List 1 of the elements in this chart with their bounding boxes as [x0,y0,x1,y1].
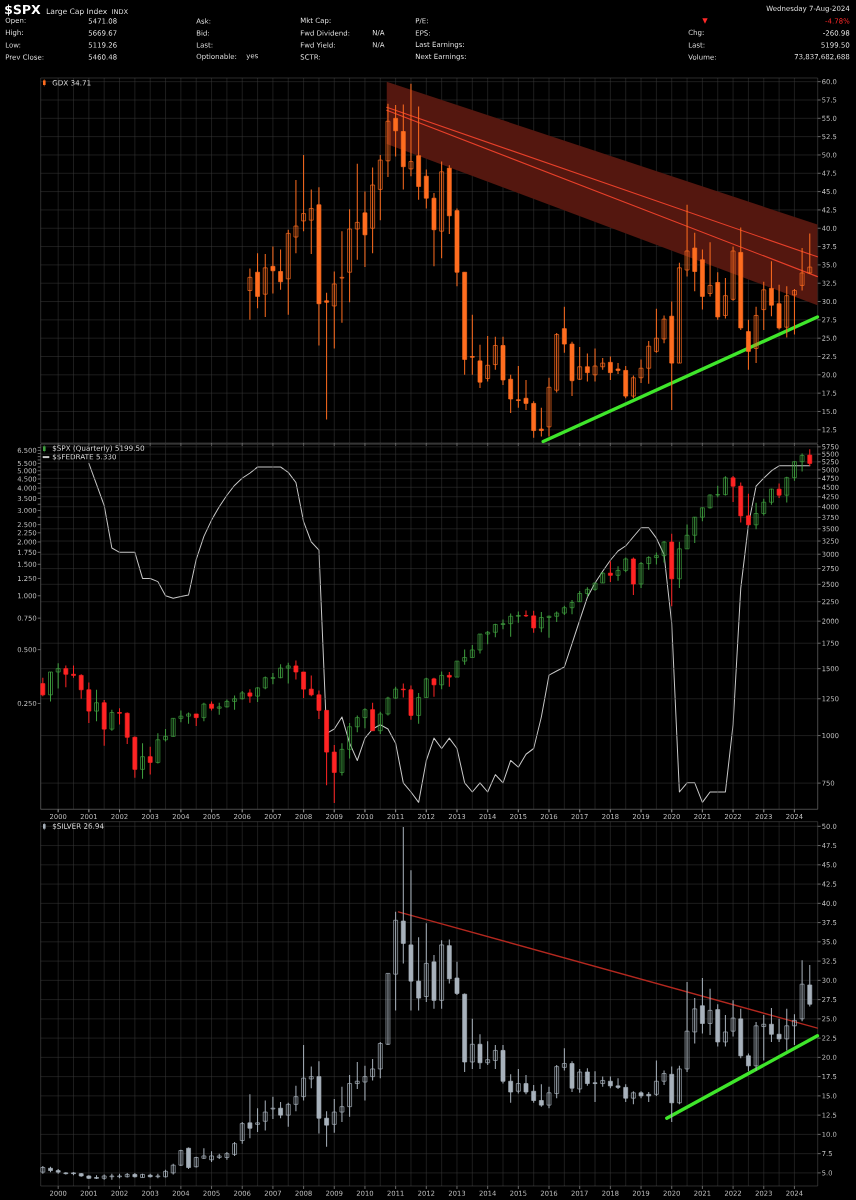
text: $SPX [5,4,41,16]
